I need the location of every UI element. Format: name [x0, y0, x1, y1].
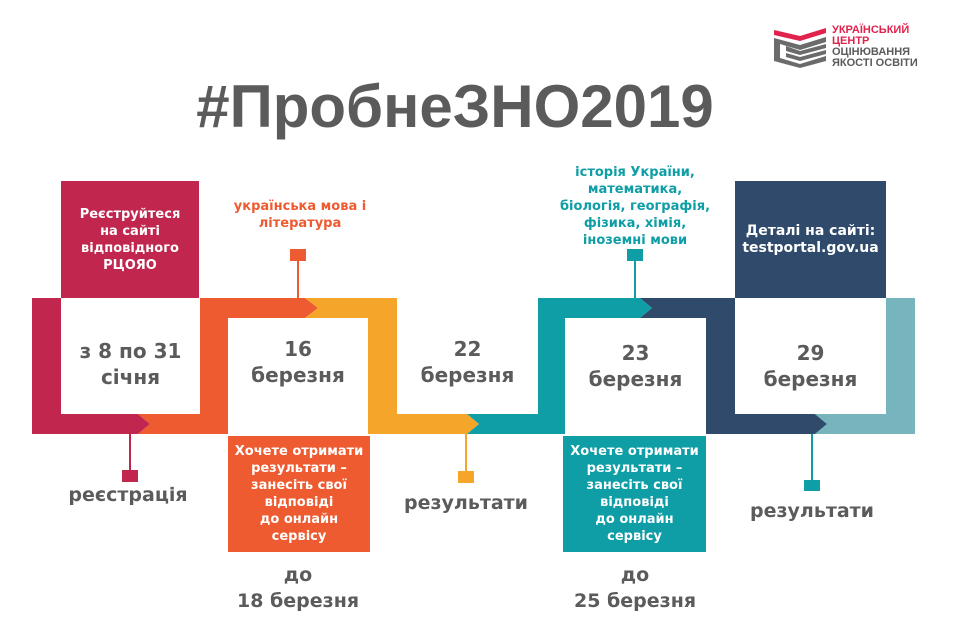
- register-box: Реєструйтеся на сайті відповідного РЦОЯО: [61, 181, 199, 298]
- logo-line-4: ЯКОСТІ ОСВІТИ: [832, 57, 918, 69]
- segment-march-23: [467, 298, 652, 434]
- submit-answers-box-2: Хочете отримати результати – занесіть св…: [563, 436, 706, 552]
- date-march-23: 23 березня: [588, 341, 683, 391]
- date-march-16: 16 березня: [251, 337, 345, 387]
- connector-marker: [627, 249, 643, 261]
- logo-line-3: ОЦІНЮВАННЯ: [832, 46, 911, 58]
- segment-registration: [32, 298, 150, 434]
- label-registration: реєстрація: [68, 484, 188, 506]
- date-march-22: 22 березня: [420, 337, 515, 387]
- connector-marker: [122, 470, 138, 482]
- topic-other-subjects: історія України, математика, біологія, г…: [559, 165, 711, 248]
- connector-marker: [804, 480, 820, 491]
- segment-end: [815, 298, 915, 434]
- segment-march-22: [305, 298, 479, 434]
- connector-marker: [458, 471, 474, 483]
- segment-march-16: [138, 298, 318, 434]
- date-registration: з 8 по 31 січня: [79, 339, 182, 389]
- label-results-1: результати: [403, 492, 528, 514]
- ucoz-logo: УКРАЇНСЬКИЙ ЦЕНТР ОЦІНЮВАННЯ ЯКОСТІ ОСВІ…: [772, 22, 952, 69]
- deadline-march-18: до 18 березня: [236, 564, 360, 612]
- logo-line-1: УКРАЇНСЬКИЙ: [832, 24, 910, 36]
- date-march-29: 29 березня: [763, 341, 858, 391]
- segment-march-29: [640, 298, 827, 434]
- connector-marker: [290, 249, 306, 261]
- submit-answers-box-1: Хочете отримати результати – занесіть св…: [228, 436, 370, 552]
- deadline-march-25: до 25 березня: [573, 564, 697, 612]
- details-box: Деталі на сайті: testportal.gov.ua: [735, 181, 886, 298]
- label-results-2: результати: [749, 500, 874, 522]
- logo-line-2: ЦЕНТР: [832, 35, 870, 47]
- page-title: #ПробнеЗНО2019: [196, 73, 714, 140]
- book-logo-icon: [774, 28, 826, 68]
- topic-ukrainian: українська мова і література: [233, 199, 367, 231]
